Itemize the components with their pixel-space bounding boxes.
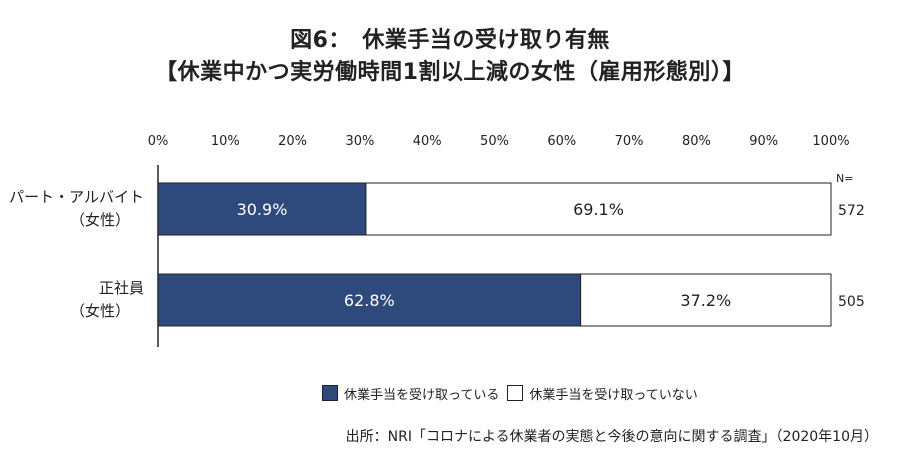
n-header: N= [836, 172, 853, 185]
x-tick-label: 50% [480, 134, 509, 149]
legend-label-received: 休業手当を受け取っている [344, 387, 500, 403]
n-value: 572 [838, 203, 865, 219]
data-label: 30.9% [237, 200, 288, 219]
category-sublabel: （女性） [70, 211, 130, 229]
category-label: パート・アルバイト [9, 188, 144, 206]
x-tick-label: 40% [413, 134, 442, 149]
x-tick-label: 20% [278, 134, 307, 149]
data-label: 62.8% [344, 291, 395, 310]
n-value: 505 [838, 294, 865, 310]
category-sublabel: （女性） [70, 302, 130, 320]
bar-segment-received [157, 273, 582, 327]
bar-segment-not-received [365, 182, 832, 236]
data-label: 37.2% [680, 291, 731, 310]
x-tick-label: 90% [749, 134, 778, 149]
legend-swatch-received [322, 385, 338, 401]
source-note: 出所：NRI「コロナによる休業者の実態と今後の意向に関する調査」（2020年10… [345, 429, 878, 445]
legend-item-received: 休業手当を受け取っている [322, 384, 499, 403]
legend: 休業手当を受け取っている 休業手当を受け取っていない [322, 383, 706, 403]
data-label: 69.1% [573, 200, 624, 219]
x-tick-label: 70% [615, 134, 644, 149]
legend-label-not-received: 休業手当を受け取っていない [529, 387, 698, 403]
x-tick-label: 100% [812, 134, 849, 149]
x-tick-label: 80% [682, 134, 711, 149]
legend-item-not-received: 休業手当を受け取っていない [507, 384, 698, 403]
bar-segment-not-received [580, 273, 832, 327]
legend-swatch-not-received [507, 385, 524, 401]
x-tick-label: 30% [345, 134, 374, 149]
chart-title-line1: 図6： 休業手当の受け取り有無 [290, 28, 610, 53]
category-label: 正社員 [99, 279, 144, 297]
x-tick-label: 0% [148, 134, 169, 149]
x-tick-label: 60% [547, 134, 576, 149]
x-tick-label: 10% [211, 134, 240, 149]
chart-title-line2: 【休業中かつ実労働時間1割以上減の女性（雇用形態別）】 [155, 60, 745, 85]
